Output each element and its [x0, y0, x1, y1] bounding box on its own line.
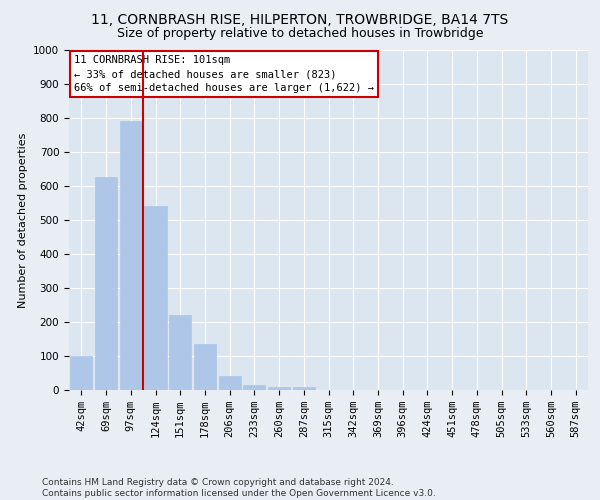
Bar	[268, 386, 290, 390]
Bar	[145, 206, 167, 390]
Bar	[243, 385, 265, 390]
Bar	[194, 344, 216, 390]
Text: 11, CORNBRASH RISE, HILPERTON, TROWBRIDGE, BA14 7TS: 11, CORNBRASH RISE, HILPERTON, TROWBRIDG…	[91, 12, 509, 26]
Bar	[70, 356, 92, 390]
Y-axis label: Number of detached properties: Number of detached properties	[17, 132, 28, 308]
Text: Size of property relative to detached houses in Trowbridge: Size of property relative to detached ho…	[117, 28, 483, 40]
Bar	[169, 315, 191, 390]
Bar	[293, 386, 315, 390]
Bar	[95, 178, 117, 390]
Text: Contains HM Land Registry data © Crown copyright and database right 2024.
Contai: Contains HM Land Registry data © Crown c…	[42, 478, 436, 498]
Bar	[119, 122, 142, 390]
Bar	[218, 376, 241, 390]
Text: 11 CORNBRASH RISE: 101sqm
← 33% of detached houses are smaller (823)
66% of semi: 11 CORNBRASH RISE: 101sqm ← 33% of detac…	[74, 55, 374, 93]
